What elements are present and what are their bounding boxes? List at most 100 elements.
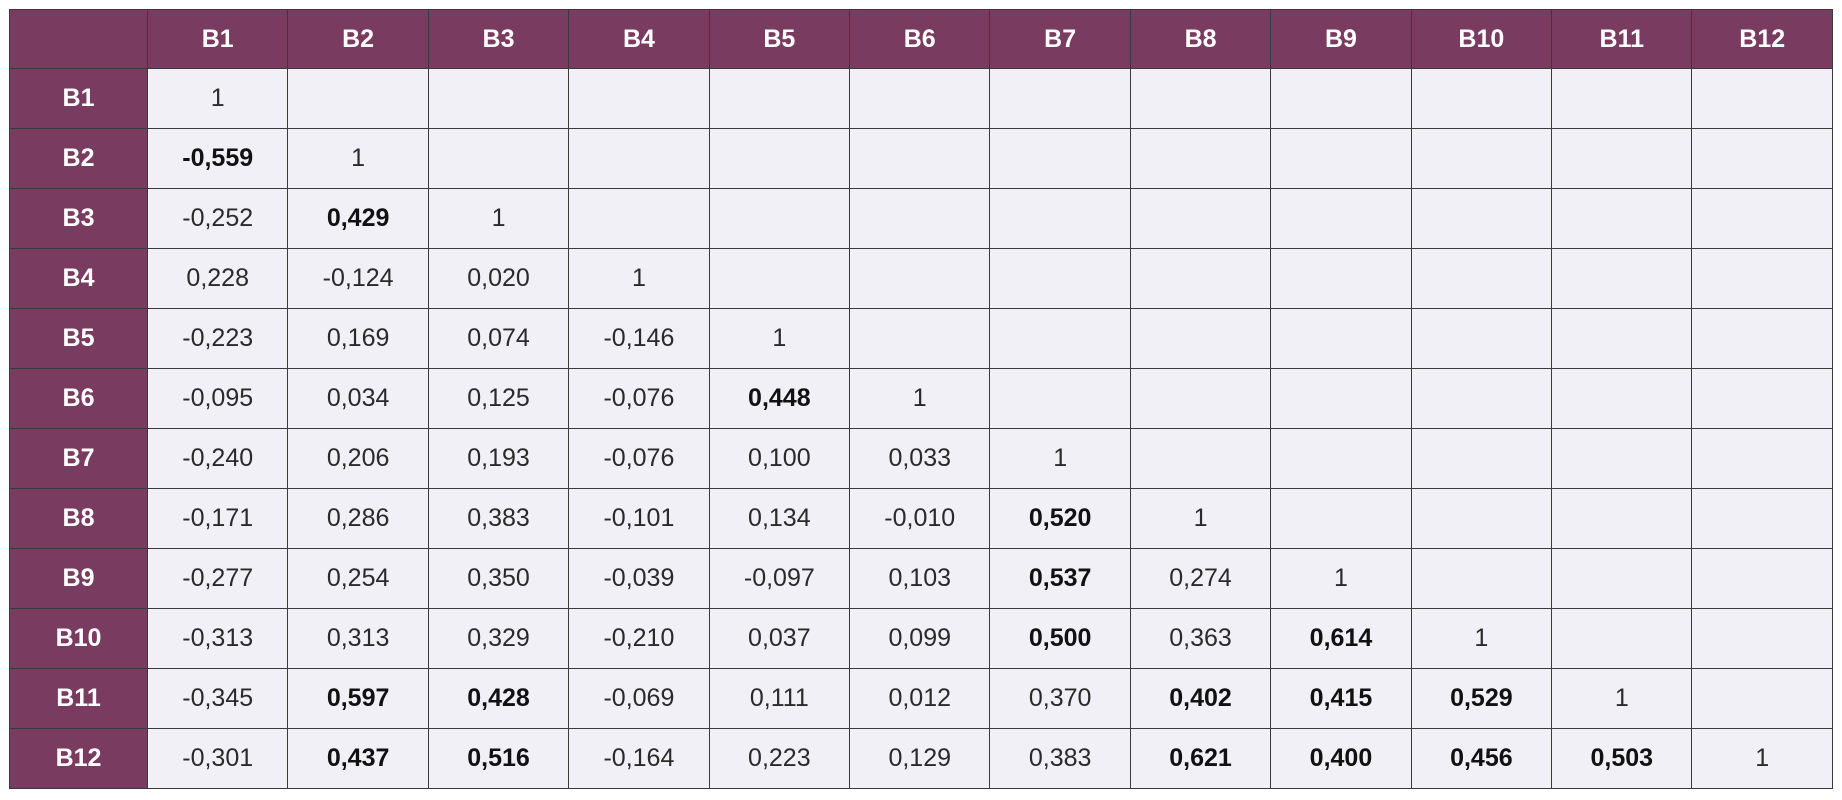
value-cell: 0,103 <box>849 548 991 609</box>
empty-cell <box>427 128 570 189</box>
value-cell: 0,274 <box>1129 548 1272 609</box>
empty-cell <box>1129 188 1272 249</box>
empty-cell <box>849 308 991 369</box>
value-cell: 1 <box>1691 728 1833 789</box>
empty-cell <box>1551 368 1693 429</box>
table-row: B12 -0,301 0,437 0,516 -0,164 0,223 0,129 0,383… <box>9 728 1833 789</box>
value-cell: 0,370 <box>989 668 1131 729</box>
empty-cell <box>1691 428 1833 489</box>
empty-cell <box>568 128 710 189</box>
value-cell: 0,134 <box>708 488 851 549</box>
header-row: B1 B2 B3 B4 B5 B6 B7 B8 B9 B10 B11 B12 <box>9 9 1833 69</box>
value-cell: -0,076 <box>568 428 710 489</box>
value-cell: 1 <box>568 248 710 309</box>
empty-cell <box>708 188 851 249</box>
value-cell: 0,206 <box>287 428 429 489</box>
empty-cell <box>1551 68 1693 129</box>
value-cell: -0,164 <box>568 728 710 789</box>
value-cell: 0,456 <box>1410 728 1553 789</box>
column-header: B2 <box>287 9 429 69</box>
empty-cell <box>1410 428 1553 489</box>
table-row: B7 -0,240 0,206 0,193 -0,076 0,100 0,033 1 <box>9 428 1833 489</box>
empty-cell <box>427 68 570 129</box>
empty-cell <box>1691 608 1833 669</box>
empty-cell <box>1691 488 1833 549</box>
empty-cell <box>708 248 851 309</box>
empty-cell <box>1691 68 1833 129</box>
value-cell: 0,033 <box>849 428 991 489</box>
table-row: B8 -0,171 0,286 0,383 -0,101 0,134 -0,010 0,520… <box>9 488 1833 549</box>
table-row: B2 -0,559 1 <box>9 128 1833 189</box>
empty-cell <box>1270 128 1412 189</box>
value-cell: 0,503 <box>1551 728 1693 789</box>
value-cell: 0,012 <box>849 668 991 729</box>
row-header: B5 <box>9 308 148 369</box>
value-cell: 0,529 <box>1410 668 1553 729</box>
empty-cell <box>1691 368 1833 429</box>
table-container: B1 B2 B3 B4 B5 B6 B7 B8 B9 B10 B11 B12 B1 1 B2 -0,559 1… <box>9 9 1833 789</box>
row-header: B4 <box>9 248 148 309</box>
empty-cell <box>989 368 1131 429</box>
column-header: B12 <box>1691 9 1833 69</box>
column-header: B10 <box>1410 9 1553 69</box>
table-row: B1 1 <box>9 68 1833 129</box>
empty-cell <box>1129 68 1272 129</box>
value-cell: 0,286 <box>287 488 429 549</box>
value-cell: -0,277 <box>146 548 289 609</box>
empty-cell <box>989 308 1131 369</box>
value-cell: 0,383 <box>427 488 570 549</box>
empty-cell <box>708 68 851 129</box>
value-cell: 1 <box>989 428 1131 489</box>
value-cell: 0,254 <box>287 548 429 609</box>
value-cell: 0,383 <box>989 728 1131 789</box>
value-cell: 0,313 <box>287 608 429 669</box>
value-cell: -0,313 <box>146 608 289 669</box>
value-cell: 0,614 <box>1270 608 1412 669</box>
empty-cell <box>1551 548 1693 609</box>
row-header: B8 <box>9 488 148 549</box>
empty-cell <box>1551 188 1693 249</box>
value-cell: 0,125 <box>427 368 570 429</box>
row-header: B12 <box>9 728 148 789</box>
empty-cell <box>849 68 991 129</box>
empty-cell <box>1691 128 1833 189</box>
value-cell: 0,516 <box>427 728 570 789</box>
empty-cell <box>1270 188 1412 249</box>
empty-cell <box>1270 368 1412 429</box>
value-cell: 1 <box>1270 548 1412 609</box>
empty-cell <box>1129 248 1272 309</box>
empty-cell <box>1270 68 1412 129</box>
value-cell: 0,537 <box>989 548 1131 609</box>
value-cell: 0,169 <box>287 308 429 369</box>
value-cell: 0,100 <box>708 428 851 489</box>
empty-cell <box>1410 248 1553 309</box>
empty-cell <box>568 68 710 129</box>
value-cell: -0,146 <box>568 308 710 369</box>
column-header: B1 <box>146 9 289 69</box>
value-cell: 1 <box>1410 608 1553 669</box>
column-header: B8 <box>1129 9 1272 69</box>
column-header: B4 <box>568 9 710 69</box>
column-header: B5 <box>708 9 851 69</box>
value-cell: 0,099 <box>849 608 991 669</box>
value-cell: 0,400 <box>1270 728 1412 789</box>
empty-cell <box>1270 248 1412 309</box>
value-cell: 0,415 <box>1270 668 1412 729</box>
value-cell: -0,010 <box>849 488 991 549</box>
empty-cell <box>1691 248 1833 309</box>
correlation-table: B1 B2 B3 B4 B5 B6 B7 B8 B9 B10 B11 B12 B1 1 B2 -0,559 1… <box>9 9 1833 789</box>
corner-cell <box>9 9 148 69</box>
empty-cell <box>1551 428 1693 489</box>
value-cell: -0,252 <box>146 188 289 249</box>
value-cell: 1 <box>708 308 851 369</box>
empty-cell <box>1551 488 1693 549</box>
empty-cell <box>1691 308 1833 369</box>
empty-cell <box>1410 488 1553 549</box>
value-cell: 0,074 <box>427 308 570 369</box>
empty-cell <box>1691 188 1833 249</box>
empty-cell <box>849 248 991 309</box>
table-row: B4 0,228 -0,124 0,020 1 <box>9 248 1833 309</box>
empty-cell <box>1410 368 1553 429</box>
row-header: B1 <box>9 68 148 129</box>
